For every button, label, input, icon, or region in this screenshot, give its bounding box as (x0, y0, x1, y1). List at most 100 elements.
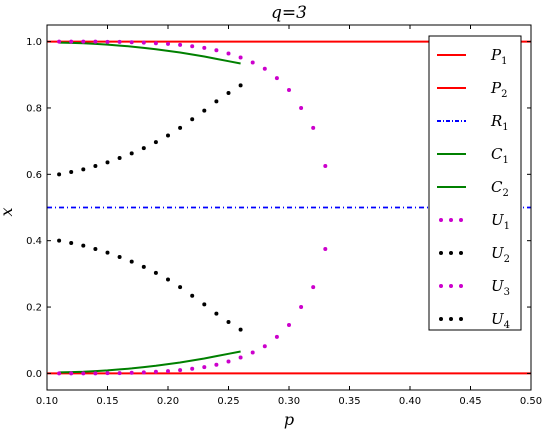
y-tick-label: 1.0 (26, 37, 42, 48)
point-U4 (118, 255, 122, 259)
line-C1 (59, 43, 241, 64)
point-U1 (251, 60, 255, 64)
series-U3 (57, 247, 327, 375)
point-U4 (239, 328, 243, 332)
series-U4 (57, 239, 243, 332)
point-U2 (142, 146, 146, 150)
legend-marker (449, 284, 453, 288)
point-U1 (287, 88, 291, 92)
point-U3 (57, 371, 61, 375)
point-U2 (93, 164, 97, 168)
point-U4 (69, 241, 73, 245)
point-U2 (239, 83, 243, 87)
point-U1 (106, 40, 110, 44)
point-U1 (93, 40, 97, 44)
point-U4 (178, 285, 182, 289)
y-tick-label: 0.4 (26, 236, 42, 247)
point-U3 (251, 351, 255, 355)
point-U2 (227, 91, 231, 95)
point-U3 (299, 305, 303, 309)
point-U1 (299, 106, 303, 110)
y-tick-label: 0.8 (26, 103, 42, 114)
point-U2 (202, 109, 206, 113)
point-U1 (118, 40, 122, 44)
point-U2 (154, 140, 158, 144)
legend-marker (459, 251, 463, 255)
x-tick-label: 0.10 (36, 396, 58, 407)
point-U1 (202, 46, 206, 50)
point-U1 (130, 40, 134, 44)
point-U3 (69, 371, 73, 375)
point-U2 (178, 126, 182, 130)
x-tick-label: 0.40 (399, 396, 421, 407)
point-U4 (142, 265, 146, 269)
point-U3 (287, 323, 291, 327)
point-U3 (142, 370, 146, 374)
series-C1 (59, 43, 241, 64)
legend-marker (439, 284, 443, 288)
point-U3 (118, 371, 122, 375)
x-tick-label: 0.45 (459, 396, 481, 407)
point-U1 (190, 44, 194, 48)
legend-marker (459, 317, 463, 321)
point-U2 (57, 172, 61, 176)
point-U2 (166, 133, 170, 137)
point-U4 (166, 278, 170, 282)
legend: P1 P2 R1 C1 C2 U1 U2 U3 U4 (429, 36, 521, 331)
legend-marker (449, 251, 453, 255)
point-U2 (190, 117, 194, 121)
point-U2 (69, 170, 73, 174)
y-tick-label: 0.0 (26, 369, 42, 380)
y-axis-title: x (0, 207, 16, 216)
point-U4 (81, 244, 85, 248)
point-U3 (239, 355, 243, 359)
point-U3 (263, 344, 267, 348)
line-C2 (59, 352, 241, 373)
point-U2 (118, 156, 122, 160)
x-tick-label: 0.35 (338, 396, 360, 407)
x-tick-label: 0.15 (96, 396, 118, 407)
point-U3 (93, 371, 97, 375)
point-U3 (190, 367, 194, 371)
point-U1 (275, 76, 279, 80)
point-U4 (57, 239, 61, 243)
point-U4 (214, 312, 218, 316)
point-U3 (81, 371, 85, 375)
y-tick-label: 0.6 (26, 170, 42, 181)
point-U1 (81, 40, 85, 44)
series-C2 (59, 352, 241, 373)
point-U1 (154, 41, 158, 45)
point-U1 (311, 126, 315, 130)
series-U2 (57, 83, 243, 176)
point-U3 (214, 363, 218, 367)
legend-marker (449, 218, 453, 222)
point-U1 (57, 40, 61, 44)
point-U3 (154, 370, 158, 374)
point-U1 (239, 56, 243, 60)
legend-marker (459, 284, 463, 288)
point-U3 (130, 371, 134, 375)
point-U4 (154, 271, 158, 275)
point-U1 (263, 67, 267, 71)
point-U2 (214, 99, 218, 103)
legend-marker (459, 218, 463, 222)
chart-title: q=3 (271, 3, 307, 23)
point-U1 (214, 48, 218, 52)
point-U3 (323, 247, 327, 251)
point-U1 (227, 52, 231, 56)
point-U4 (202, 302, 206, 306)
legend-marker (439, 317, 443, 321)
point-U4 (106, 251, 110, 255)
x-tick-label: 0.30 (278, 396, 300, 407)
point-U3 (227, 359, 231, 363)
point-U1 (142, 41, 146, 45)
point-U4 (130, 260, 134, 264)
point-U4 (190, 294, 194, 298)
y-tick-label: 0.2 (26, 303, 42, 314)
point-U3 (275, 335, 279, 339)
point-U4 (227, 320, 231, 324)
legend-marker (439, 251, 443, 255)
point-U1 (323, 164, 327, 168)
point-U3 (202, 365, 206, 369)
